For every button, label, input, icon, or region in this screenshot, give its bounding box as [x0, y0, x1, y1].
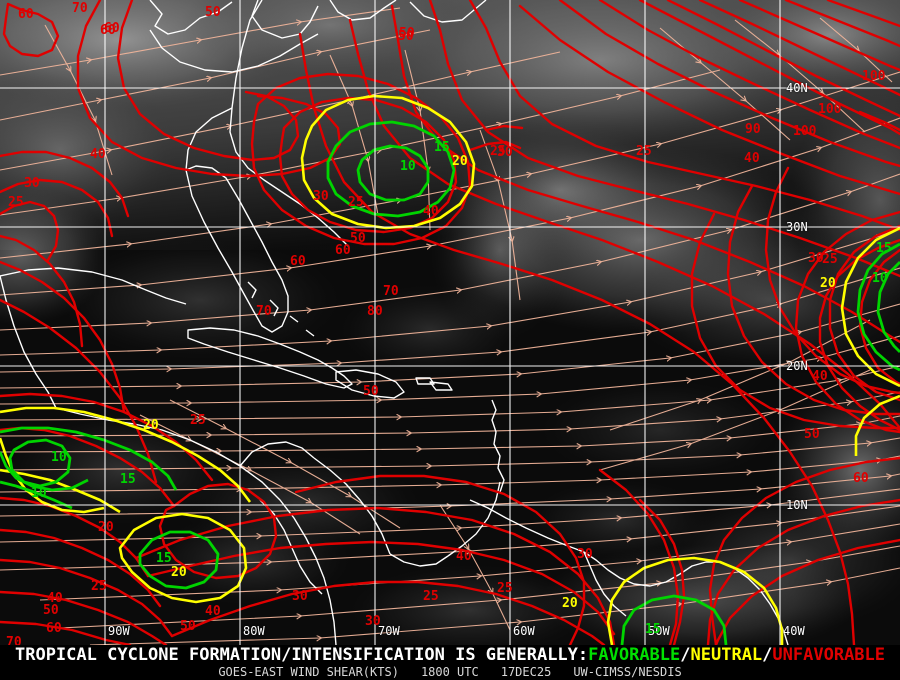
satellite-map-panel[interactable]: 90W 80W 70W 60W 50W 40W 40N 30N 20N 10N … [0, 0, 900, 645]
contour-label-40-35: 40 [812, 369, 828, 384]
lat-lon-grid [0, 0, 900, 645]
contour-label-25-46: 25 [91, 579, 107, 594]
contour-label-10-39: 10 [31, 486, 47, 501]
contour-label-30-7: 30 [24, 176, 40, 191]
shear-contours-yellow [0, 94, 900, 645]
contour-label-30-30: 30 [808, 251, 824, 266]
map-graphics [0, 0, 900, 645]
contour-label-40-29: 40 [744, 151, 760, 166]
headline-prefix: TROPICAL CYCLONE FORMATION/INTENSIFICATI… [14, 645, 589, 665]
lon-label-70w: 70W [378, 624, 400, 638]
lat-label-10n: 10N [786, 498, 808, 512]
contour-label-15-12: 15 [434, 140, 450, 155]
contour-label-25-11: 25 [348, 195, 364, 210]
contour-label-50-36: 50 [804, 427, 820, 442]
shear-contours-green [0, 120, 900, 645]
contour-label-30-16: 30 [497, 145, 513, 160]
contour-label-25-31: 25 [822, 252, 838, 267]
contour-label-40-54: 40 [456, 549, 472, 564]
contour-label-50-48: 50 [43, 603, 59, 618]
contour-label-40-9: 40 [90, 147, 106, 162]
contour-label-15-33: 15 [876, 241, 892, 256]
contour-label-25-55: 25 [423, 589, 439, 604]
contour-label-70-21: 70 [256, 304, 272, 319]
contour-label-50-18: 50 [350, 231, 366, 246]
contour-label-20-45: 20 [171, 565, 187, 580]
contour-label-15-40: 15 [120, 472, 136, 487]
valid-date-label: 17DEC25 [500, 665, 552, 679]
contour-label-60-19: 60 [335, 243, 351, 258]
contour-label-25-42: 25 [190, 413, 206, 428]
lat-label-40n: 40N [786, 81, 808, 95]
agency-label: UW-CIMSS/NESDIS [573, 665, 682, 679]
source-product-label: GOES-EAST WIND SHEAR(KTS) [218, 665, 399, 679]
contour-label-90-25: 90 [745, 122, 761, 137]
contour-label-20-14: 20 [452, 154, 468, 169]
lat-label-20n: 20N [786, 359, 808, 373]
contour-label-15-44: 15 [156, 551, 172, 566]
contour-label-80-23: 80 [367, 304, 383, 319]
contour-label-50-5: 50 [399, 26, 415, 41]
caption-bar: TROPICAL CYCLONE FORMATION/INTENSIFICATI… [0, 645, 900, 680]
lon-label-50w: 50W [648, 624, 670, 638]
contour-label-50-3: 50 [205, 5, 221, 20]
contour-label-15-59: 15 [645, 622, 661, 637]
contour-label-70-22: 70 [383, 284, 399, 299]
headline: TROPICAL CYCLONE FORMATION/INTENSIFICATI… [0, 645, 900, 665]
contour-label-60-2: 60 [104, 21, 120, 36]
contour-label-60-20: 60 [290, 254, 306, 269]
contour-label-20-41: 20 [143, 418, 159, 433]
legend-sep-2: / [762, 645, 773, 665]
contour-label-50-51: 50 [180, 619, 196, 634]
contour-label-70-1: 70 [72, 1, 88, 16]
contour-label-50-24: 50 [363, 384, 379, 399]
legend-unfavorable: UNFAVORABLE [772, 645, 886, 665]
contour-label-60-49: 60 [46, 621, 62, 636]
contour-label-30-10: 30 [313, 189, 329, 204]
contour-label-100-28: 100 [793, 124, 817, 139]
legend-sep-1: / [680, 645, 691, 665]
contour-label-30-60: 30 [365, 614, 381, 629]
legend-neutral: NEUTRAL [690, 645, 763, 665]
contour-label-25-8: 25 [8, 195, 24, 210]
contour-label-30-53: 30 [292, 589, 308, 604]
contour-label-30-57: 30 [577, 547, 593, 562]
lat-label-30n: 30N [786, 220, 808, 234]
contour-label-100-27: 100 [818, 102, 842, 117]
contour-label-60-37: 60 [853, 471, 869, 486]
lon-label-40w: 40W [783, 624, 805, 638]
contour-label-20-58: 20 [562, 596, 578, 611]
contour-label-50-6: 50 [398, 29, 414, 44]
subcaption: GOES-EAST WIND SHEAR(KTS) 1800 UTC 17DEC25… [0, 665, 900, 679]
wind-streamlines [0, 7, 900, 645]
contour-label-10-34: 10 [872, 271, 888, 286]
contour-label-25-15: 25 [490, 144, 506, 159]
lon-label-60w: 60W [513, 624, 535, 638]
coastlines [0, 0, 789, 645]
contour-label-60-0: 60 [18, 7, 34, 22]
legend-favorable: FAVORABLE [588, 645, 681, 665]
contour-label-100-26: 100 [862, 69, 886, 84]
contour-label-20-43: 20 [98, 520, 114, 535]
lon-label-80w: 80W [243, 624, 265, 638]
contour-label-20-32: 20 [820, 276, 836, 291]
contour-label-10-38: 10 [51, 450, 67, 465]
contour-label-70-50: 70 [6, 635, 22, 645]
contour-label-40-17: 40 [423, 204, 439, 219]
valid-time-label: 1800 UTC [420, 665, 479, 679]
contour-label-40-47: 40 [47, 591, 63, 606]
contour-label-40-52: 40 [205, 604, 221, 619]
contour-label-10-13: 10 [400, 159, 416, 174]
lon-label-90w: 90W [108, 624, 130, 638]
contour-label-25-56: 25 [497, 581, 513, 596]
contour-label-60-4: 60 [100, 23, 116, 38]
contour-label-25-61: 25 [636, 144, 652, 159]
